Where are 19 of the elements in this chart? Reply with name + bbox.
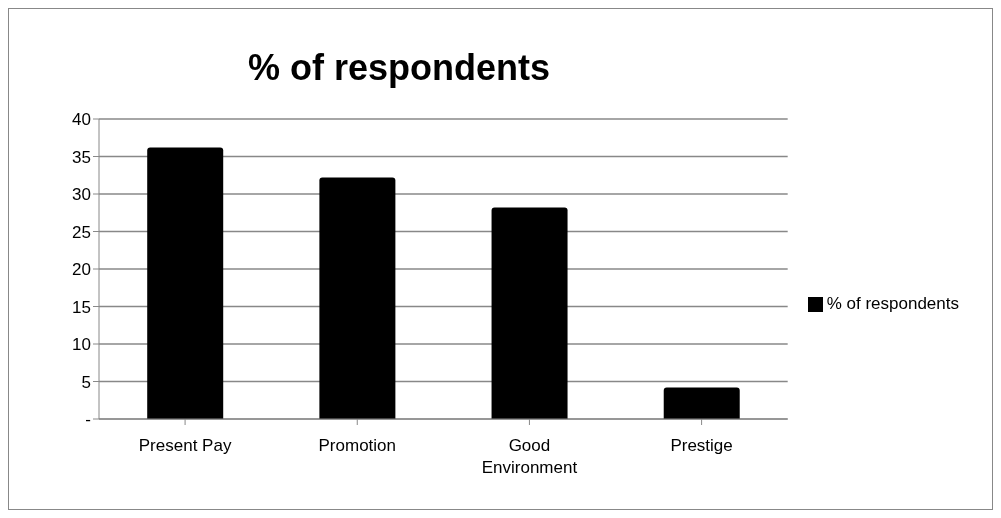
y-tick-label: - [85, 410, 91, 430]
x-tick-label: Good Environment [481, 436, 578, 477]
bar [147, 147, 224, 419]
legend-label: % of respondents [826, 294, 959, 313]
x-tick-label: Promotion [318, 436, 396, 455]
bar [319, 177, 396, 419]
y-tick-label: 35 [72, 147, 91, 167]
y-tick-label: 40 [72, 110, 91, 130]
x-tick-label: Prestige [670, 436, 733, 455]
y-tick-label: 20 [72, 260, 91, 280]
bar [491, 207, 568, 419]
y-tick-label: 10 [72, 335, 91, 355]
y-tick-label: 15 [72, 297, 91, 317]
y-tick-label: 30 [72, 185, 91, 205]
y-tick-label: 25 [72, 222, 91, 242]
chart-title: % of respondents [247, 47, 551, 89]
x-tick-label: Present Pay [138, 436, 232, 455]
y-tick-label: 5 [81, 372, 91, 392]
bar [663, 387, 740, 419]
